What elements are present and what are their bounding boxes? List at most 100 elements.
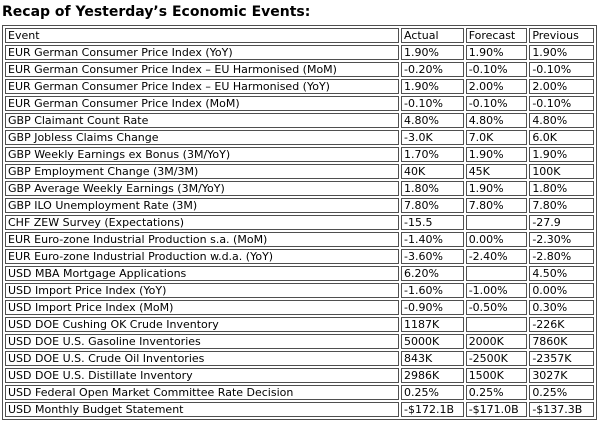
previous-cell: -$137.3B: [529, 402, 594, 417]
previous-cell: 100K: [529, 164, 594, 179]
actual-cell: -1.60%: [401, 283, 464, 298]
previous-cell: -226K: [529, 317, 594, 332]
forecast-cell: 7.0K: [465, 130, 528, 145]
forecast-cell: 45K: [465, 164, 528, 179]
forecast-cell: [465, 215, 528, 230]
actual-cell: -$172.1B: [401, 402, 464, 417]
event-cell: GBP Claimant Count Rate: [5, 113, 400, 128]
actual-cell: -0.90%: [401, 300, 464, 315]
event-cell: EUR German Consumer Price Index (MoM): [5, 96, 400, 111]
previous-cell: 6.0K: [529, 130, 594, 145]
forecast-cell: 1.90%: [465, 181, 528, 196]
previous-cell: -0.10%: [529, 96, 594, 111]
previous-cell: -2357K: [529, 351, 594, 366]
previous-cell: -2.30%: [529, 232, 594, 247]
event-cell: EUR Euro-zone Industrial Production s.a.…: [5, 232, 400, 247]
table-row: EUR Euro-zone Industrial Production w.d.…: [5, 249, 594, 264]
forecast-cell: -0.50%: [465, 300, 528, 315]
actual-cell: 1187K: [401, 317, 464, 332]
forecast-cell: [465, 317, 528, 332]
table-row: USD MBA Mortgage Applications 6.20% 4.50%: [5, 266, 594, 281]
column-header-event: Event: [5, 28, 400, 43]
previous-cell: 2.00%: [529, 79, 594, 94]
table-row: EUR German Consumer Price Index (YoY) 1.9…: [5, 45, 594, 60]
actual-cell: -3.0K: [401, 130, 464, 145]
previous-cell: 7.80%: [529, 198, 594, 213]
event-cell: USD Import Price Index (MoM): [5, 300, 400, 315]
table-row: EUR Euro-zone Industrial Production s.a.…: [5, 232, 594, 247]
previous-cell: 7860K: [529, 334, 594, 349]
table-row: USD Import Price Index (YoY) -1.60% -1.00%…: [5, 283, 594, 298]
event-cell: GBP Jobless Claims Change: [5, 130, 400, 145]
table-header-row: Event Actual Forecast Previous: [5, 28, 594, 43]
event-cell: USD DOE Cushing OK Crude Inventory: [5, 317, 400, 332]
previous-cell: 1.80%: [529, 181, 594, 196]
table-row: USD DOE U.S. Distillate Inventory 2986K 15…: [5, 368, 594, 383]
actual-cell: -0.20%: [401, 62, 464, 77]
actual-cell: -3.60%: [401, 249, 464, 264]
table-row: GBP Weekly Earnings ex Bonus (3M/YoY) 1.7…: [5, 147, 594, 162]
actual-cell: 2986K: [401, 368, 464, 383]
table-row: USD DOE U.S. Gasoline Inventories 5000K 20…: [5, 334, 594, 349]
actual-cell: 7.80%: [401, 198, 464, 213]
event-cell: USD DOE U.S. Gasoline Inventories: [5, 334, 400, 349]
forecast-cell: 1.90%: [465, 45, 528, 60]
table-row: GBP Claimant Count Rate 4.80% 4.80% 4.80%: [5, 113, 594, 128]
event-cell: GBP ILO Unemployment Rate (3M): [5, 198, 400, 213]
event-cell: GBP Employment Change (3M/3M): [5, 164, 400, 179]
forecast-cell: -2.40%: [465, 249, 528, 264]
actual-cell: 1.70%: [401, 147, 464, 162]
actual-cell: -15.5: [401, 215, 464, 230]
previous-cell: -0.10%: [529, 62, 594, 77]
event-cell: EUR Euro-zone Industrial Production w.d.…: [5, 249, 400, 264]
table-row: EUR German Consumer Price Index – EU Har…: [5, 79, 594, 94]
table-row: USD DOE U.S. Crude Oil Inventories 843K -2…: [5, 351, 594, 366]
actual-cell: -1.40%: [401, 232, 464, 247]
event-cell: USD Monthly Budget Statement: [5, 402, 400, 417]
economic-events-table: Event Actual Forecast Previous EUR Germa…: [2, 25, 597, 420]
table-row: GBP Employment Change (3M/3M) 40K 45K 100K: [5, 164, 594, 179]
previous-cell: 1.90%: [529, 147, 594, 162]
event-cell: USD Federal Open Market Committee Rate D…: [5, 385, 400, 400]
event-cell: CHF ZEW Survey (Expectations): [5, 215, 400, 230]
previous-cell: -27.9: [529, 215, 594, 230]
table-row: USD Federal Open Market Committee Rate D…: [5, 385, 594, 400]
table-row: EUR German Consumer Price Index – EU Har…: [5, 62, 594, 77]
column-header-actual: Actual: [401, 28, 464, 43]
actual-cell: 40K: [401, 164, 464, 179]
previous-cell: 4.80%: [529, 113, 594, 128]
table-row: GBP ILO Unemployment Rate (3M) 7.80% 7.80%…: [5, 198, 594, 213]
table-row: GBP Jobless Claims Change -3.0K 7.0K 6.0K: [5, 130, 594, 145]
forecast-cell: -1.00%: [465, 283, 528, 298]
forecast-cell: [465, 266, 528, 281]
previous-cell: 0.30%: [529, 300, 594, 315]
forecast-cell: 4.80%: [465, 113, 528, 128]
forecast-cell: -0.10%: [465, 96, 528, 111]
event-cell: GBP Average Weekly Earnings (3M/YoY): [5, 181, 400, 196]
previous-cell: 1.90%: [529, 45, 594, 60]
event-cell: USD DOE U.S. Distillate Inventory: [5, 368, 400, 383]
previous-cell: 0.00%: [529, 283, 594, 298]
event-cell: USD DOE U.S. Crude Oil Inventories: [5, 351, 400, 366]
column-header-previous: Previous: [529, 28, 594, 43]
forecast-cell: 0.25%: [465, 385, 528, 400]
actual-cell: 4.80%: [401, 113, 464, 128]
forecast-cell: -2500K: [465, 351, 528, 366]
event-cell: EUR German Consumer Price Index (YoY): [5, 45, 400, 60]
table-row: EUR German Consumer Price Index (MoM) -0.…: [5, 96, 594, 111]
forecast-cell: 2000K: [465, 334, 528, 349]
actual-cell: 0.25%: [401, 385, 464, 400]
column-header-forecast: Forecast: [465, 28, 528, 43]
actual-cell: 1.90%: [401, 45, 464, 60]
forecast-cell: 0.00%: [465, 232, 528, 247]
actual-cell: 1.90%: [401, 79, 464, 94]
forecast-cell: -0.10%: [465, 62, 528, 77]
table-row: CHF ZEW Survey (Expectations) -15.5 -27.9: [5, 215, 594, 230]
table-row: USD DOE Cushing OK Crude Inventory 1187K -…: [5, 317, 594, 332]
previous-cell: 4.50%: [529, 266, 594, 281]
previous-cell: 3027K: [529, 368, 594, 383]
actual-cell: 5000K: [401, 334, 464, 349]
table-row: GBP Average Weekly Earnings (3M/YoY) 1.80…: [5, 181, 594, 196]
forecast-cell: 7.80%: [465, 198, 528, 213]
page-title: Recap of Yesterday’s Economic Events:: [2, 4, 311, 20]
